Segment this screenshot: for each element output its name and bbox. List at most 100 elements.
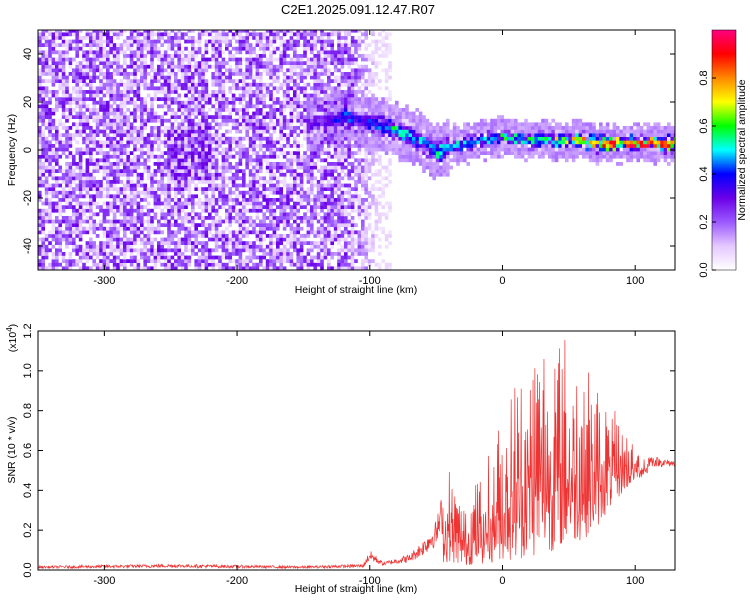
- spectrogram-cell: [41, 230, 45, 235]
- spectrogram-cell: [208, 158, 212, 163]
- spectrogram-cell: [265, 187, 270, 191]
- spectrogram-cell: [350, 57, 355, 62]
- spectrogram-cell: [218, 46, 222, 51]
- spectrogram-cell: [276, 32, 280, 37]
- spectrogram-cell: [201, 111, 205, 116]
- spectrogram-cell: [194, 136, 198, 141]
- spectrogram-cell: [174, 194, 178, 199]
- spectrogram-cell: [337, 136, 341, 141]
- spectrogram-cell: [184, 172, 188, 177]
- spectrogram-cell: [296, 118, 300, 123]
- spectrogram-cell: [112, 205, 117, 209]
- spectrogram-cell: [269, 104, 273, 109]
- spectrogram-cell: [38, 100, 42, 105]
- spectrogram-cell: [58, 32, 62, 37]
- spectrogram-cell: [167, 194, 171, 199]
- spectrogram-cell: [306, 162, 311, 166]
- spectrogram-cell: [102, 216, 107, 220]
- spectrogram-cell: [211, 162, 215, 166]
- spectrogram-cell: [235, 252, 239, 256]
- spectrogram-cell: [228, 198, 232, 202]
- spectrogram-cell: [248, 194, 253, 199]
- spectrogram-cell: [225, 129, 229, 134]
- spectrogram-cell: [163, 144, 168, 148]
- spectrogram-cell: [38, 93, 42, 98]
- spectrogram-cell: [102, 252, 107, 256]
- spectrogram-cell: [78, 72, 83, 76]
- spectrogram-cell: [150, 154, 154, 159]
- spectrogram-cell: [68, 234, 73, 238]
- spectrogram-cell: [354, 50, 358, 55]
- spectrogram-cell: [286, 165, 290, 170]
- spectrogram-cell: [245, 72, 249, 76]
- spectrogram-cell: [187, 86, 192, 91]
- spectrogram-cell: [99, 46, 103, 51]
- spectrogram-cell: [51, 79, 56, 83]
- spectrogram-cell: [140, 50, 144, 55]
- spectrogram-cell: [201, 136, 205, 141]
- spectrogram-cell: [310, 223, 314, 227]
- spectrogram-cell: [106, 266, 110, 270]
- spectrogram-cell: [357, 201, 362, 206]
- spectrogram-cell: [106, 54, 110, 58]
- spectrogram-cell: [170, 223, 175, 227]
- spectrogram-cell: [89, 61, 93, 65]
- spectrogram-cell: [350, 54, 355, 58]
- spectrogram-cell: [150, 79, 154, 83]
- spectrogram-cell: [350, 50, 355, 55]
- spectrogram-cell: [150, 36, 154, 40]
- spectrogram-cell: [51, 194, 56, 199]
- spectrogram-cell: [44, 136, 49, 141]
- spectrogram-cell: [313, 183, 317, 188]
- spectrogram-cell: [197, 43, 202, 47]
- spectrogram-cells: [38, 30, 675, 270]
- spectrogram-cell: [126, 93, 130, 98]
- spectrogram-cell: [163, 79, 168, 83]
- spectrogram-cell: [109, 165, 113, 170]
- spectrogram-cell: [95, 248, 100, 253]
- spectrogram-cell: [170, 198, 175, 202]
- spectrogram-cell: [306, 97, 311, 101]
- spectrogram-cell: [75, 30, 79, 33]
- spectrogram-cell: [357, 140, 362, 145]
- spectrogram-cell: [177, 176, 181, 181]
- spectrogram-cell: [347, 198, 351, 202]
- spectrogram-cell: [140, 151, 144, 155]
- spectrogram-cell: [293, 219, 297, 224]
- spectrogram-cell: [112, 90, 117, 94]
- spectrogram-cell: [299, 68, 304, 73]
- spectrogram-cell: [279, 118, 283, 123]
- spectrogram-cell: [316, 82, 321, 87]
- spectrogram-cell: [123, 111, 127, 116]
- spectrogram-cell: [167, 151, 171, 155]
- spectrogram-cell: [167, 262, 171, 267]
- spectrogram-cell: [48, 39, 52, 44]
- spectrogram-cell: [160, 237, 164, 242]
- spectrogram-cell: [163, 39, 168, 44]
- spectrogram-cell: [82, 172, 86, 177]
- spectrogram-cell: [72, 162, 76, 166]
- spectrogram-cell: [221, 237, 226, 242]
- spectrogram-cell: [204, 79, 209, 83]
- spectrogram-cell: [75, 244, 79, 249]
- spectrogram-cell: [252, 111, 256, 116]
- spectrogram-cell: [340, 43, 345, 47]
- spectrogram-cell: [337, 255, 341, 260]
- spectrogram-cell: [119, 104, 124, 109]
- spectrogram-cell: [364, 208, 368, 213]
- spectrogram-cell: [157, 241, 161, 245]
- spectrogram-cell: [265, 68, 270, 73]
- spectrogram-cell: [129, 226, 134, 231]
- spectrogram-cell: [38, 198, 42, 202]
- spectrogram-cell: [116, 154, 120, 159]
- spectrogram-cell: [218, 90, 222, 94]
- spectrogram-cell: [41, 93, 45, 98]
- spectrogram-cell: [48, 68, 52, 73]
- spectrogram-cell: [184, 144, 188, 148]
- spectrogram-cell: [316, 72, 321, 76]
- spectrogram-cell: [191, 248, 195, 253]
- spectrogram-cell: [51, 259, 56, 263]
- spectrogram-cell: [126, 169, 130, 173]
- spectrogram-cell: [38, 111, 42, 116]
- spectrogram-cell: [306, 43, 311, 47]
